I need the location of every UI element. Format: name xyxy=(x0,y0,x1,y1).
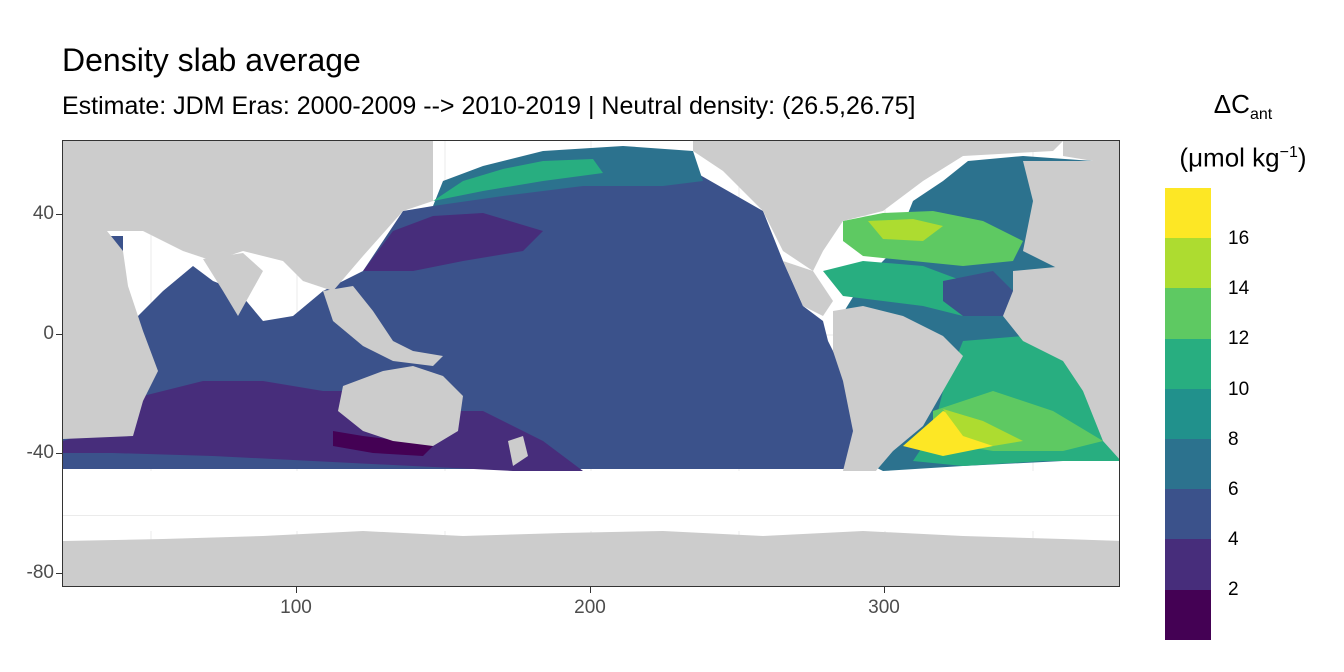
y-tick-mark xyxy=(56,334,62,335)
y-tick-mark xyxy=(56,214,62,215)
x-tick-mark xyxy=(296,587,297,593)
chart-title: Density slab average xyxy=(62,42,361,78)
ocean-australia-dark xyxy=(333,431,433,456)
colorbar-segment xyxy=(1165,238,1211,289)
colorbar-label: 14 xyxy=(1228,278,1250,300)
ocean-atlantic-lightgreen xyxy=(868,219,943,241)
colorbar-segment xyxy=(1165,338,1211,389)
ocean-atlantic-gyre xyxy=(943,271,1013,316)
land-masses xyxy=(63,141,1119,586)
x-tick-mark xyxy=(884,587,885,593)
ocean-indian-purple xyxy=(63,381,583,471)
colorbar-segment xyxy=(1165,188,1211,239)
colorbar-label: 2 xyxy=(1228,579,1239,601)
x-tick-mark xyxy=(590,587,591,593)
y-tick-label: -40 xyxy=(26,442,54,463)
colorbar-label: 12 xyxy=(1228,328,1250,350)
colorbar-segment xyxy=(1165,288,1211,339)
colorbar-label: 8 xyxy=(1228,428,1239,450)
colorbar-label: 10 xyxy=(1228,378,1250,400)
chart-subtitle: Estimate: JDM Eras: 2000-2009 --> 2010-2… xyxy=(62,92,916,120)
x-tick-label: 100 xyxy=(280,597,312,618)
colorbar-segment xyxy=(1165,539,1211,590)
colorbar-segment xyxy=(1165,438,1211,490)
colorbar-segment xyxy=(1165,489,1211,540)
y-tick-mark xyxy=(56,573,62,574)
x-tick-label: 300 xyxy=(868,597,900,618)
map-svg xyxy=(63,141,1119,586)
colorbar-label: 16 xyxy=(1228,228,1250,249)
southern-gridline xyxy=(63,515,1119,516)
colorbar-segment xyxy=(1165,589,1211,640)
ocean-npac-purple xyxy=(363,213,543,271)
legend-title: ΔCant (μmol kg−1) xyxy=(1179,89,1307,173)
x-tick-label: 200 xyxy=(574,597,606,618)
ocean-satlantic-lime xyxy=(943,409,1023,446)
ocean-atlantic-teal xyxy=(823,261,983,316)
y-tick-mark xyxy=(56,453,62,454)
southern-gap xyxy=(63,471,1119,531)
ocean-kuroshio xyxy=(433,159,603,201)
y-tick-label: -80 xyxy=(26,562,54,583)
colorbar-label: 4 xyxy=(1228,529,1239,551)
map-panel xyxy=(62,140,1120,587)
colorbar xyxy=(1165,188,1211,640)
y-tick-label: 0 xyxy=(43,323,54,344)
colorbar-segment xyxy=(1165,388,1211,439)
colorbar-label: 6 xyxy=(1228,479,1239,500)
y-tick-label: 40 xyxy=(32,203,54,224)
